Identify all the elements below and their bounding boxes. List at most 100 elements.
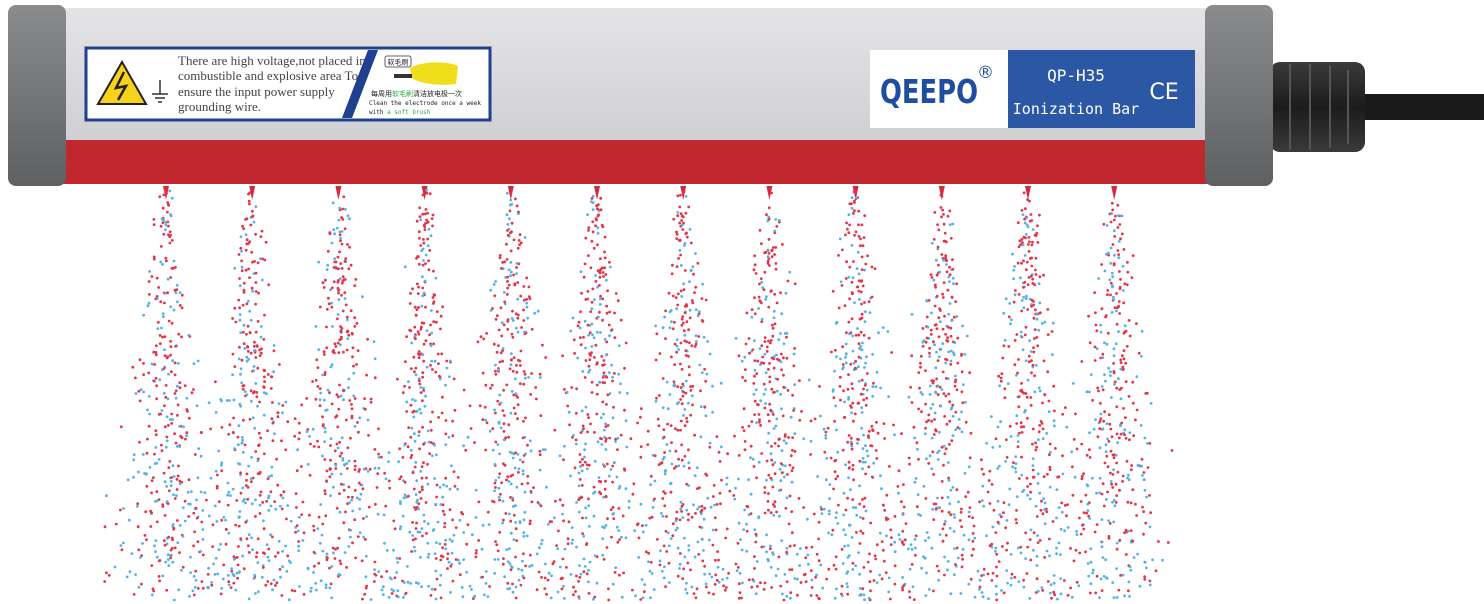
ion-dot	[343, 297, 347, 300]
ion-dot	[1007, 315, 1011, 319]
ion-dot	[932, 379, 935, 383]
ion-dot	[494, 363, 497, 367]
ion-dot	[441, 546, 444, 550]
ion-dot	[957, 500, 960, 504]
ion-dot	[763, 581, 767, 585]
ion-dot	[369, 397, 373, 401]
ion-dot	[481, 575, 484, 579]
ion-dot	[627, 506, 631, 509]
ion-dot	[154, 429, 158, 433]
ion-dot	[847, 466, 851, 470]
ion-dot	[1052, 384, 1056, 388]
ion-dot	[854, 333, 858, 337]
ion-dot	[770, 248, 774, 252]
ion-dot	[679, 507, 683, 511]
ion-dot	[162, 367, 166, 370]
ion-dot	[337, 536, 341, 540]
ion-dot	[308, 435, 311, 438]
ion-dot	[726, 452, 729, 456]
ion-dot	[1072, 559, 1076, 563]
ion-dot	[646, 429, 650, 433]
ion-dot	[178, 445, 182, 448]
ion-dot	[354, 278, 358, 281]
ion-dot	[1123, 594, 1126, 598]
ion-dot	[241, 384, 245, 388]
ion-dot	[582, 570, 586, 574]
ion-dot	[1040, 586, 1044, 590]
ion-dot	[753, 312, 757, 316]
ion-dot	[173, 432, 177, 436]
ion-dot	[300, 403, 304, 407]
ion-dot	[695, 466, 699, 470]
ion-dot	[164, 560, 168, 564]
ion-dot	[295, 469, 299, 473]
ion-dot	[580, 409, 584, 413]
ion-dot	[869, 570, 872, 573]
ion-dot	[590, 322, 594, 326]
ion-dot	[676, 428, 680, 432]
ion-dot	[934, 507, 938, 511]
ion-dot	[240, 441, 244, 445]
ion-dot	[350, 498, 354, 502]
ion-dot	[441, 395, 444, 399]
ion-dot	[587, 504, 591, 508]
ion-dot	[851, 401, 855, 405]
ion-dot	[947, 392, 951, 396]
ion-dot	[587, 580, 590, 584]
ion-dot	[169, 339, 173, 343]
ion-dot	[765, 533, 768, 537]
ion-dot	[511, 498, 515, 502]
ion-dot	[424, 305, 427, 309]
ion-dot	[767, 492, 770, 495]
ion-dot	[373, 572, 377, 576]
ion-dot	[930, 546, 934, 550]
ion-dot	[169, 276, 173, 279]
ion-dot	[271, 401, 274, 404]
ion-dot	[1037, 430, 1041, 434]
ion-dot	[1143, 488, 1147, 492]
ion-dot	[452, 377, 456, 381]
ion-dot	[159, 224, 163, 228]
ion-dot	[502, 438, 506, 442]
ion-dot	[1051, 321, 1055, 325]
ion-dot	[699, 389, 702, 393]
ion-dot	[950, 295, 954, 299]
ion-dot	[301, 500, 305, 504]
ion-dot	[343, 278, 347, 281]
ion-dot	[611, 582, 615, 586]
ion-dot	[142, 313, 146, 317]
ion-dot	[725, 482, 729, 486]
ion-dot	[239, 404, 243, 408]
ion-dot	[788, 568, 792, 571]
ion-dot	[868, 580, 872, 584]
ion-dot	[656, 417, 660, 421]
ion-dot	[924, 539, 927, 543]
ion-dot	[947, 275, 951, 279]
ion-dot	[553, 428, 557, 432]
ion-dot	[772, 309, 776, 313]
ion-dot	[155, 276, 159, 280]
ion-dot	[431, 224, 434, 228]
ion-dot	[1038, 275, 1042, 279]
ion-dot	[421, 193, 425, 197]
ion-dot	[511, 335, 515, 339]
ion-dot	[1098, 420, 1102, 423]
ion-dot	[579, 572, 583, 576]
ion-dot	[521, 469, 525, 473]
ion-dot	[708, 572, 712, 576]
ion-dot	[1033, 337, 1036, 340]
ion-dot	[851, 349, 855, 353]
ion-dot	[1148, 525, 1152, 529]
ion-dot	[772, 427, 776, 430]
ion-dot	[593, 298, 596, 302]
ion-dot	[764, 250, 768, 254]
ion-dot	[161, 206, 165, 210]
ion-dot	[456, 487, 459, 491]
ion-dot	[907, 456, 911, 460]
ion-dot	[411, 398, 414, 401]
ion-dot	[1048, 537, 1051, 541]
ion-dot	[779, 291, 782, 295]
ion-dot	[528, 519, 532, 523]
ion-dot	[610, 535, 613, 539]
ion-dot	[235, 499, 239, 502]
